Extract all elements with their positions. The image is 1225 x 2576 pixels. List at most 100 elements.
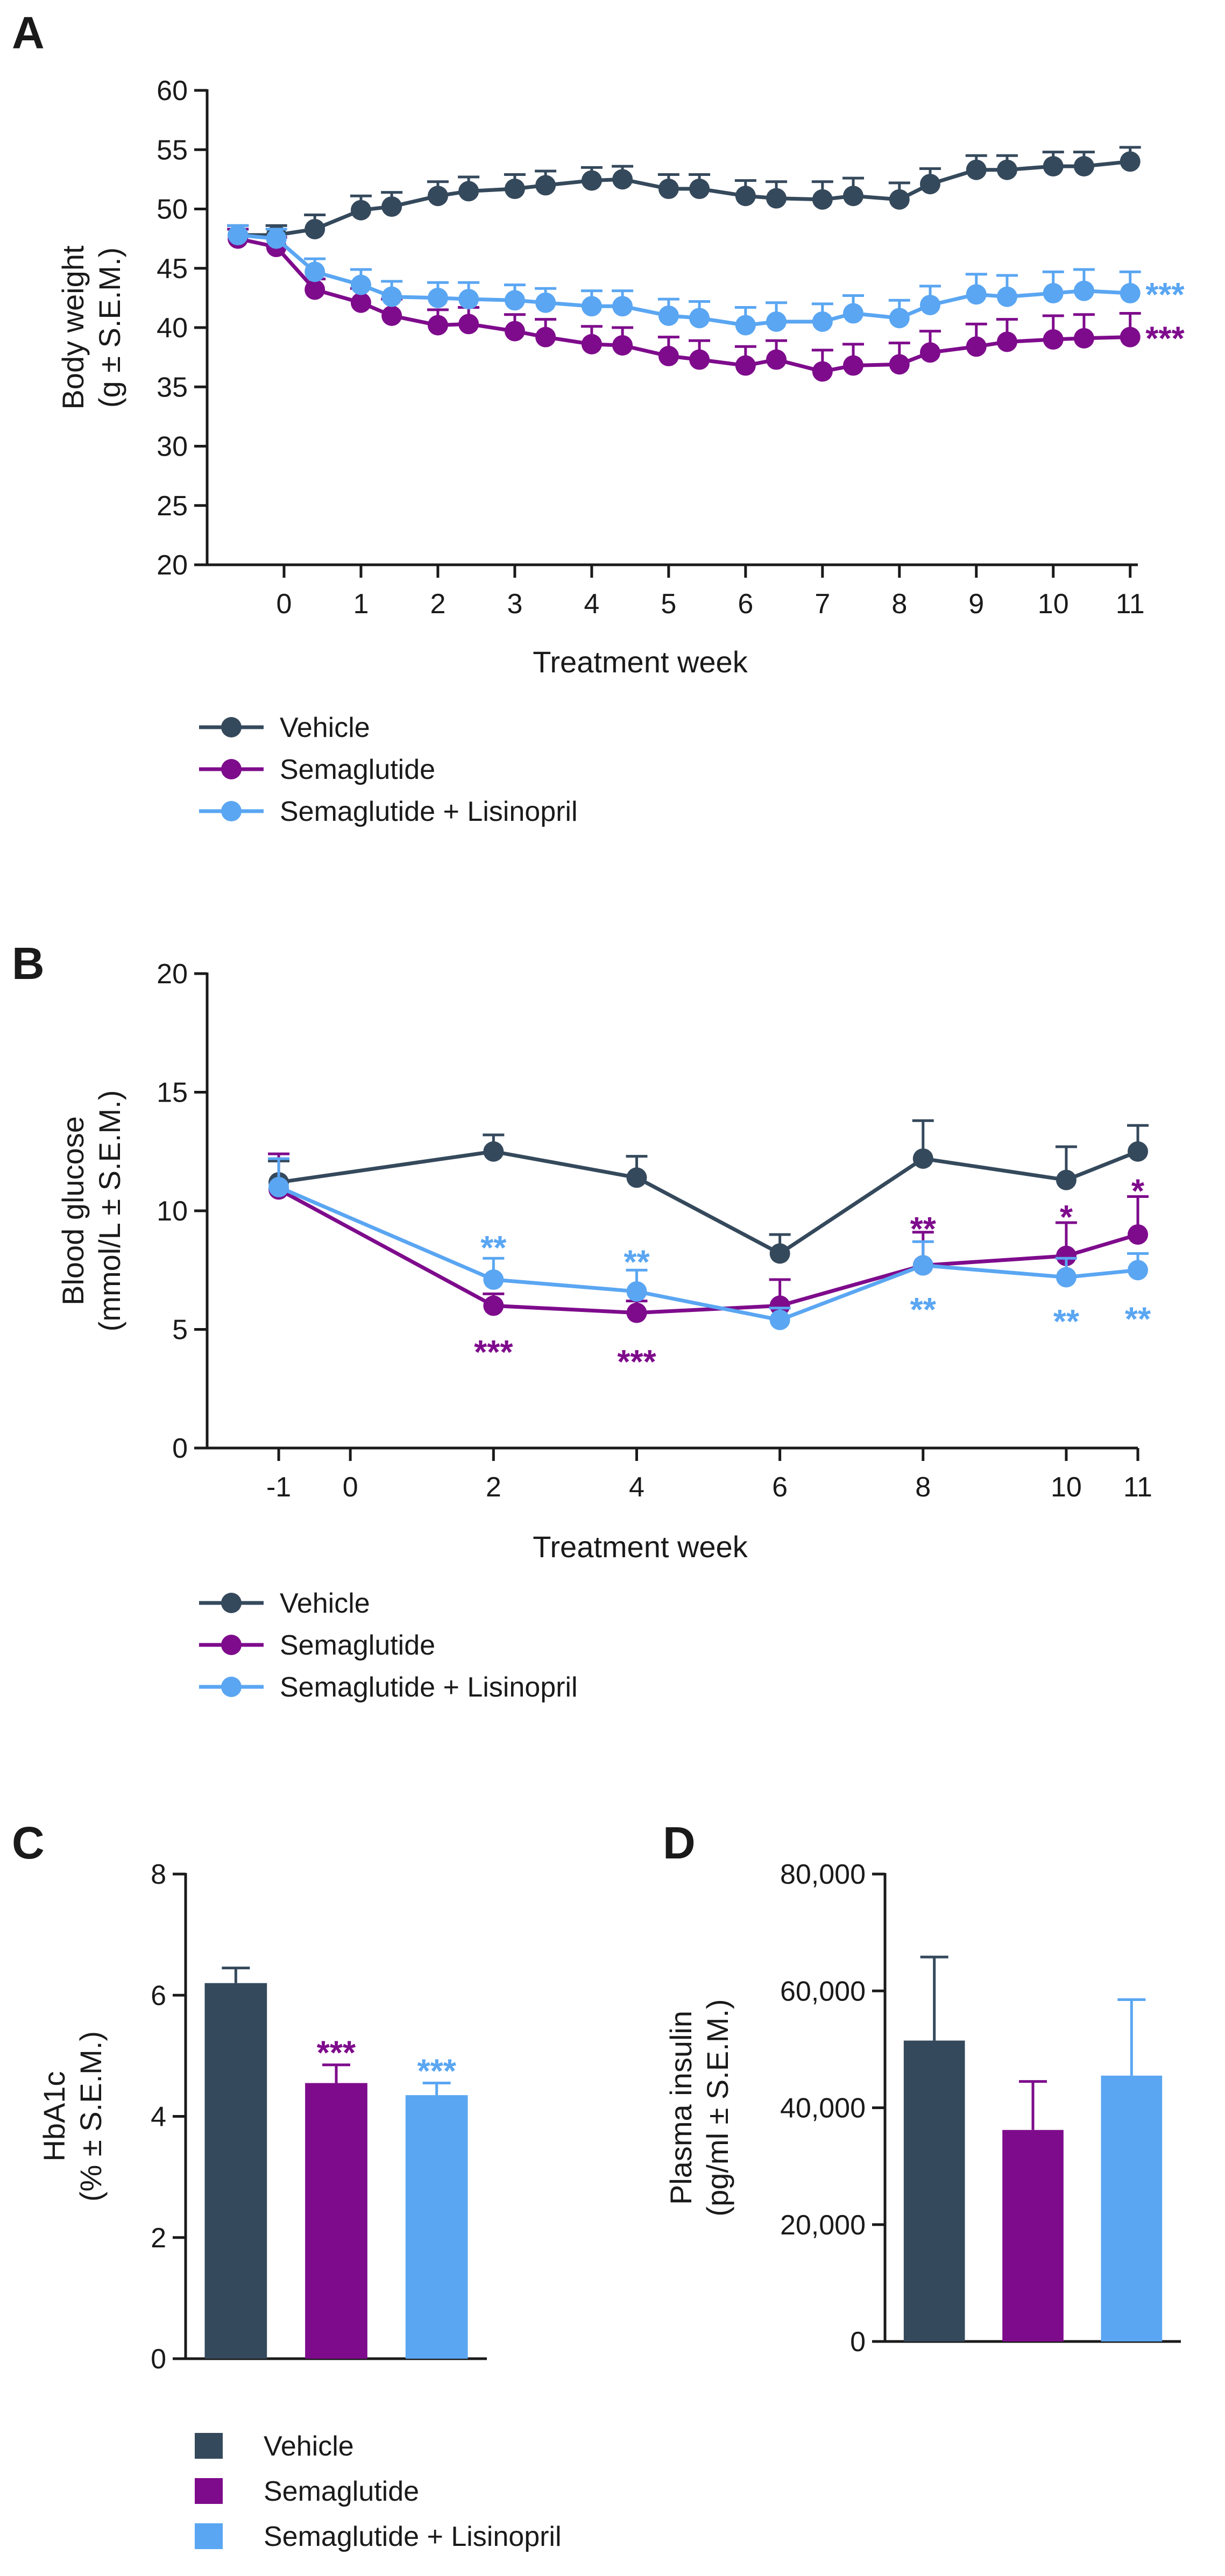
- x-axis-title: Treatment week: [533, 1530, 748, 1564]
- x-tick-label: 0: [277, 588, 292, 620]
- legend-swatch-lisi: [195, 2523, 223, 2549]
- x-tick-label: 7: [815, 588, 830, 620]
- y-axis-title: Plasma insulin: [664, 2011, 698, 2205]
- y-tick-label: 0: [151, 2344, 166, 2375]
- y-axis-title: (% ± S.E.M.): [74, 2031, 108, 2202]
- series-lisi: [227, 224, 1141, 336]
- series-line: [278, 1149, 1139, 1256]
- significance-mark: ***: [617, 1344, 656, 1381]
- series-vehicle: [227, 146, 1141, 246]
- legend-label-vehicle: Vehicle: [280, 1588, 370, 1619]
- legend-marker-lisi: [221, 1677, 242, 1697]
- data-point: [919, 342, 940, 363]
- series-line: [237, 233, 1130, 328]
- bar-lisi: [1101, 2075, 1163, 2341]
- panel-c: C 0 2 4 6 8 HbA1c (% ± S.E.M.) *** ***: [12, 1818, 487, 2375]
- data-point: [966, 159, 987, 180]
- series-line: [237, 237, 1130, 374]
- data-point: [658, 305, 679, 326]
- data-point: [266, 228, 287, 249]
- y-tick-label: 2: [151, 2223, 166, 2254]
- panel-d: D 0 20,000 40,000 60,000 80,000 Plasma insulin…: [663, 1818, 1181, 2358]
- data-point: [1056, 1267, 1077, 1288]
- data-point: [658, 179, 679, 200]
- series-sema: [268, 1152, 1149, 1323]
- data-point: [381, 196, 402, 217]
- data-point: [812, 361, 833, 382]
- data-point: [305, 279, 325, 300]
- data-point: [228, 225, 249, 246]
- significance-mark: **: [910, 1291, 937, 1329]
- legend-marker-vehicle: [221, 717, 242, 737]
- data-point: [889, 189, 910, 210]
- x-axis-title: Treatment week: [533, 645, 748, 679]
- legend-marker-sema: [221, 759, 242, 779]
- data-point: [535, 175, 556, 196]
- data-point: [381, 305, 402, 326]
- y-axis-title: (pg/ml ± S.E.M.): [700, 1999, 734, 2216]
- data-point: [842, 186, 863, 207]
- data-point: [305, 218, 325, 239]
- series-lisi: [268, 1157, 1149, 1330]
- significance-mark: **: [624, 1244, 650, 1281]
- x-tick-label: 6: [738, 588, 753, 620]
- y-tick-label: 40,000: [780, 2093, 866, 2124]
- data-point: [1056, 1245, 1077, 1266]
- data-point: [1120, 151, 1141, 172]
- data-point: [1043, 329, 1064, 350]
- data-point: [735, 355, 756, 376]
- panel-b: B 0 5 10 15 20 -1 0 2 4 6 8 10 11 Treatment week Blood …: [12, 938, 1152, 1564]
- data-point: [889, 308, 910, 329]
- bar-vehicle: [204, 1983, 267, 2359]
- data-point: [658, 345, 679, 366]
- x-tick-label: 8: [915, 1472, 931, 1503]
- data-point: [766, 311, 787, 332]
- significance-mark: ***: [417, 2053, 456, 2090]
- data-point: [626, 1302, 647, 1323]
- data-point: [1128, 1141, 1148, 1162]
- data-point: [689, 349, 710, 370]
- data-point: [1128, 1224, 1148, 1245]
- legend-label-sema: Semaglutide: [280, 1630, 435, 1661]
- data-point: [581, 170, 602, 191]
- y-tick-label: 50: [157, 194, 188, 225]
- panel-letter: B: [12, 938, 45, 989]
- significance-mark: ***: [1145, 276, 1185, 314]
- significance-mark: **: [1125, 1301, 1151, 1338]
- data-point: [612, 335, 633, 356]
- x-tick-label: 0: [343, 1472, 358, 1503]
- data-point: [996, 159, 1017, 180]
- data-point: [612, 296, 633, 317]
- data-point: [504, 290, 525, 311]
- x-tick-label: 2: [430, 588, 445, 620]
- y-tick-label: 60,000: [780, 1976, 866, 2007]
- data-point: [966, 284, 987, 305]
- x-tick-label: 11: [1123, 1472, 1152, 1503]
- legend-swatch-sema: [195, 2478, 223, 2504]
- legend-label-lisi: Semaglutide + Lisinopril: [280, 1672, 578, 1703]
- data-point: [626, 1281, 647, 1302]
- y-axis-title: Body weight: [56, 245, 90, 410]
- data-point: [350, 200, 371, 221]
- y-tick-label: 20: [157, 959, 188, 990]
- data-point: [504, 321, 525, 342]
- x-tick-label: 5: [661, 588, 676, 620]
- legend-label-sema: Semaglutide: [264, 2476, 419, 2507]
- data-point: [535, 327, 556, 347]
- significance-mark: **: [480, 1230, 507, 1267]
- bar-sema: [305, 2083, 367, 2359]
- legend-bars: Vehicle Semaglutide Semaglutide + Lisinopr…: [195, 2431, 562, 2552]
- data-point: [812, 311, 833, 332]
- x-tick-label: 11: [1116, 588, 1145, 620]
- series-line: [278, 1185, 1138, 1322]
- data-point: [689, 179, 710, 200]
- series-line: [278, 1188, 1139, 1315]
- data-point: [919, 174, 940, 195]
- data-point: [1073, 328, 1094, 349]
- x-tick-label: 9: [968, 588, 984, 620]
- data-point: [350, 274, 371, 295]
- data-point: [1043, 283, 1064, 304]
- data-point: [350, 292, 371, 313]
